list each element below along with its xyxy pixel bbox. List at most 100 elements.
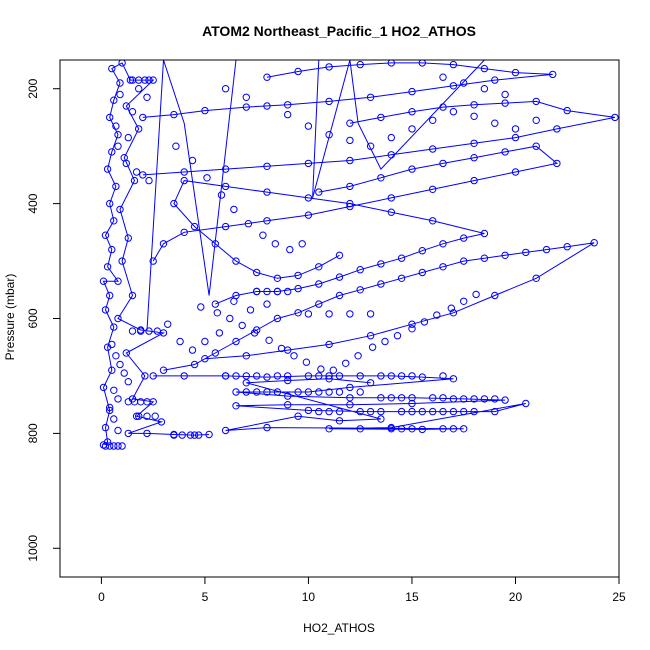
data-point <box>120 369 128 377</box>
data-point <box>205 430 213 439</box>
data-point <box>335 417 344 425</box>
y-tick-label: 200 <box>26 78 40 98</box>
data-point <box>356 372 364 380</box>
data-point <box>108 64 116 73</box>
data-point <box>335 291 344 300</box>
data-point <box>366 142 375 150</box>
data-point <box>106 403 114 412</box>
data-point <box>429 217 437 225</box>
data-point <box>139 113 147 122</box>
data-point <box>354 352 362 360</box>
data-point <box>346 119 354 127</box>
series-line <box>102 62 210 446</box>
data-point <box>470 176 478 185</box>
data-point <box>325 407 333 416</box>
data-point <box>439 240 447 248</box>
data-point <box>232 388 240 396</box>
data-point <box>439 425 447 433</box>
data-point <box>397 425 406 433</box>
data-point <box>106 113 114 122</box>
data-point <box>273 372 282 380</box>
data-point <box>180 168 188 176</box>
data-point <box>273 314 282 323</box>
data-point <box>470 139 478 148</box>
data-point <box>315 280 323 288</box>
data-point <box>408 87 416 96</box>
data-point <box>137 327 145 335</box>
data-point <box>304 388 313 396</box>
data-point <box>116 205 124 214</box>
data-point <box>501 99 509 107</box>
data-point <box>294 271 302 280</box>
series-line <box>146 60 485 331</box>
data-point <box>387 425 395 433</box>
series-line <box>142 100 615 176</box>
data-point <box>195 431 203 439</box>
data-point <box>99 383 108 392</box>
data-point <box>472 290 480 299</box>
data-point <box>180 228 188 237</box>
data-point <box>110 442 118 450</box>
data-point <box>439 263 447 271</box>
data-point <box>263 388 271 396</box>
data-point <box>110 217 118 225</box>
x-tick-label: 15 <box>405 590 419 604</box>
data-point <box>356 407 364 416</box>
data-point <box>397 394 406 402</box>
data-point <box>101 306 110 314</box>
data-point <box>211 349 220 357</box>
data-point <box>126 76 135 84</box>
data-point <box>159 366 168 374</box>
data-point <box>145 327 153 335</box>
data-point <box>114 426 122 435</box>
data-point <box>106 442 114 450</box>
data-point <box>122 102 131 110</box>
data-point <box>124 378 133 386</box>
data-point <box>397 254 406 262</box>
data-point <box>408 108 416 116</box>
data-point <box>460 297 468 305</box>
data-point <box>284 401 292 409</box>
data-point <box>112 182 120 191</box>
data-point <box>221 222 230 231</box>
data-point <box>377 280 385 288</box>
data-point <box>480 64 489 73</box>
data-point <box>273 388 282 396</box>
y-tick-label: 800 <box>26 423 40 443</box>
data-point <box>449 108 458 116</box>
x-tick-label: 0 <box>98 590 105 604</box>
data-point <box>377 407 385 416</box>
data-point <box>563 106 571 115</box>
data-point <box>118 60 126 67</box>
data-point <box>139 171 147 179</box>
data-point <box>201 106 209 115</box>
data-point <box>356 425 364 433</box>
data-point <box>304 310 313 318</box>
data-point <box>532 142 540 150</box>
data-point <box>501 251 509 260</box>
data-point <box>549 70 557 79</box>
data-point <box>242 103 251 111</box>
data-point <box>130 176 139 185</box>
data-point <box>106 291 114 300</box>
data-point <box>408 394 416 402</box>
data-point <box>103 438 112 446</box>
y-axis-label: Pressure (mbar) <box>3 274 17 361</box>
data-point <box>460 395 468 403</box>
data-point <box>470 154 478 162</box>
data-point <box>315 407 323 416</box>
data-point <box>118 257 126 265</box>
data-point <box>397 274 406 282</box>
data-point <box>522 399 530 408</box>
data-point <box>114 142 122 150</box>
data-point <box>203 174 211 182</box>
data-point <box>460 425 468 433</box>
data-point <box>377 394 385 402</box>
data-point <box>238 321 246 330</box>
data-point <box>143 93 151 102</box>
data-point <box>470 101 478 109</box>
data-point <box>387 194 395 202</box>
data-point <box>449 309 458 317</box>
data-point <box>387 394 395 402</box>
